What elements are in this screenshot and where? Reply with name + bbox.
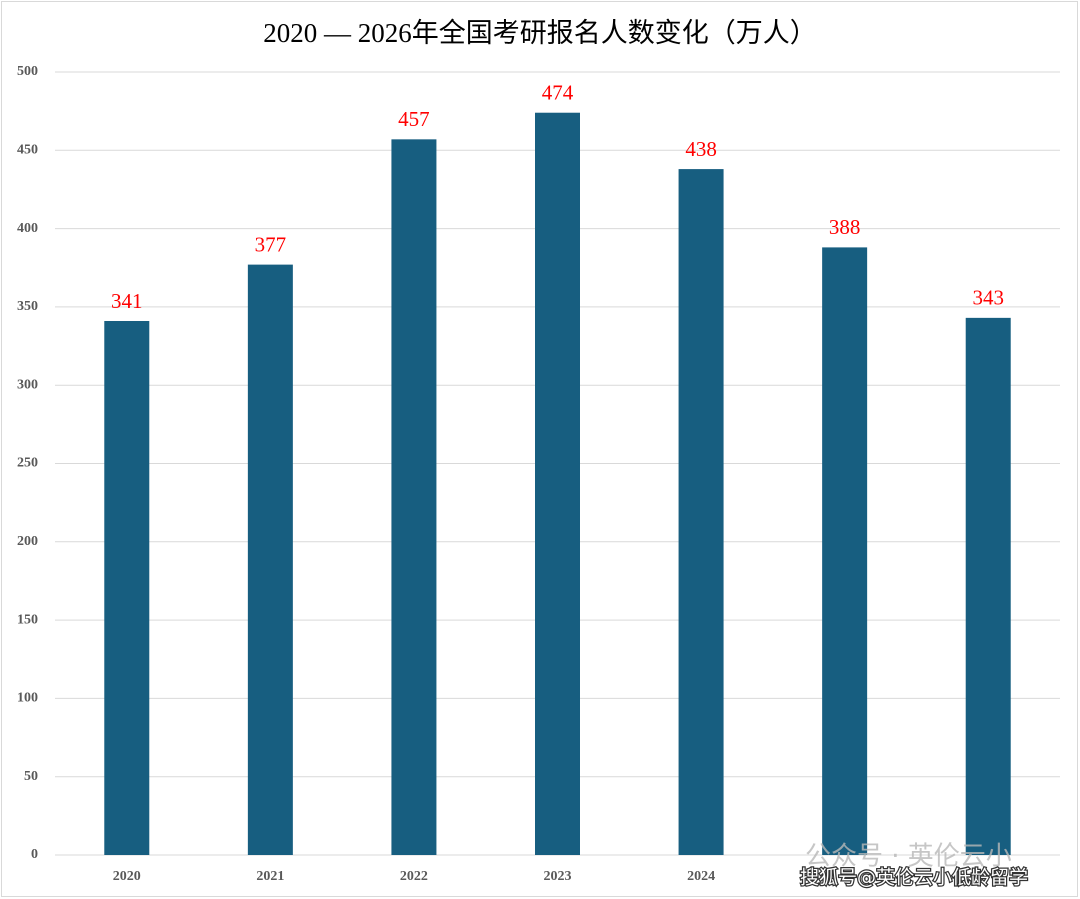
y-tick-label: 0	[31, 847, 38, 862]
y-tick-label: 50	[24, 769, 38, 784]
chart-title: 2020 — 2026年全国考研报名人数变化（万人）	[263, 18, 817, 48]
y-tick-label: 250	[17, 456, 38, 471]
y-tick-label: 200	[17, 534, 38, 549]
x-tick-label: 2020	[113, 869, 141, 884]
value-label: 438	[685, 137, 717, 161]
y-tick-label: 500	[17, 64, 38, 79]
bar	[822, 247, 868, 856]
value-label: 341	[111, 289, 143, 313]
y-tick-label: 150	[17, 612, 38, 627]
x-tick-label: 2024	[687, 869, 715, 884]
value-label: 343	[972, 286, 1004, 310]
y-tick-label: 400	[17, 221, 38, 236]
y-tick-label: 100	[17, 691, 38, 706]
bar	[247, 264, 293, 855]
y-tick-label: 350	[17, 299, 38, 314]
watermark: 公众号 · 英伦云小	[805, 842, 1012, 872]
bar	[535, 112, 580, 855]
bar	[104, 320, 150, 855]
x-tick-label: 2022	[400, 869, 428, 884]
bar	[965, 317, 1011, 855]
value-label: 457	[398, 107, 430, 131]
value-label: 388	[829, 215, 861, 239]
y-tick-label: 300	[17, 377, 38, 392]
x-tick-label: 2021	[256, 869, 284, 884]
y-tick-label: 450	[17, 143, 38, 158]
value-label: 474	[542, 81, 574, 105]
watermark: 搜狐号@英伦云小低龄留学	[800, 867, 1028, 889]
bar	[391, 139, 437, 855]
x-tick-label: 2023	[544, 869, 572, 884]
value-label: 377	[255, 232, 287, 256]
bar	[678, 169, 724, 856]
